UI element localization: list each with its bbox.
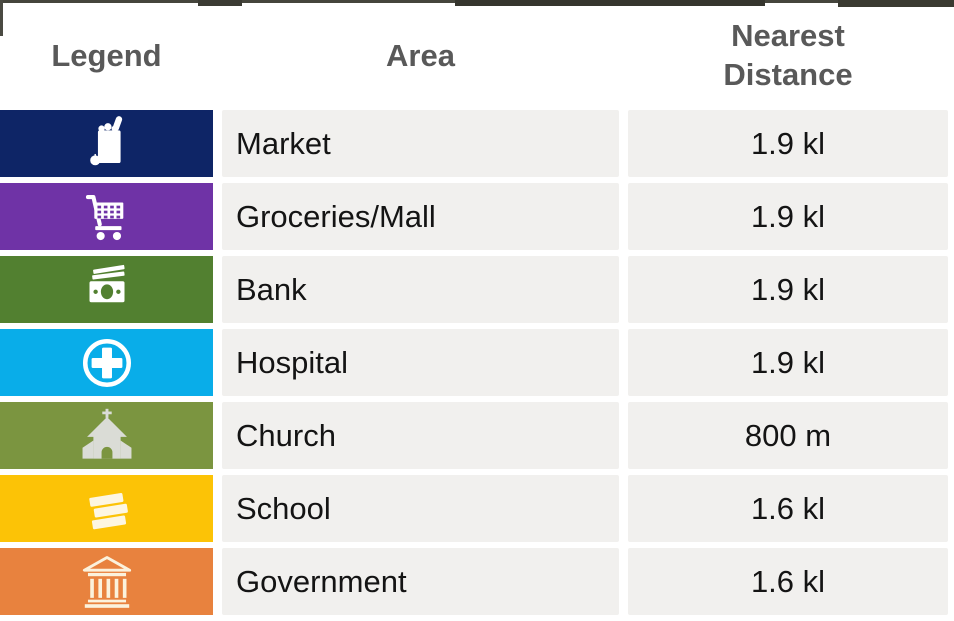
area-cell: School	[222, 475, 619, 542]
distance-label: 1.6 kl	[750, 563, 826, 599]
area-cell: Hospital	[222, 329, 619, 396]
area-cell: Government	[222, 548, 619, 615]
scan-artifact	[198, 0, 242, 6]
government-building-icon	[82, 555, 131, 608]
distance-label: 800 m	[744, 417, 832, 453]
area-cell: Church	[222, 402, 619, 469]
legend-tile-school	[0, 475, 213, 542]
distance-label: 1.9 kl	[750, 344, 826, 380]
distance-cell: 1.9 kl	[628, 183, 948, 250]
legend-tile-bank	[0, 256, 213, 323]
area-cell: Bank	[222, 256, 619, 323]
distance-cell: 1.6 kl	[628, 475, 948, 542]
church-icon	[82, 408, 131, 459]
scan-artifact	[838, 0, 954, 7]
money-banknote-icon	[89, 264, 125, 302]
area-cell: Market	[222, 110, 619, 177]
area-cell: Groceries/Mall	[222, 183, 619, 250]
distance-cell: 1.9 kl	[628, 256, 948, 323]
distance-column-header: Nearest Distance	[628, 17, 948, 95]
distance-label: 1.6 kl	[750, 490, 826, 526]
area-label: Hospital	[236, 344, 348, 380]
distance-label: 1.9 kl	[750, 271, 826, 307]
shopping-cart-icon	[85, 194, 123, 240]
distance-cell: 1.6 kl	[628, 548, 948, 615]
table-body: Market 1.9 kl Groceries/Mall 1.9 kl	[0, 110, 954, 615]
legend-tile-church	[0, 402, 213, 469]
legend-header-label: Legend	[51, 37, 162, 73]
distance-label: 1.9 kl	[750, 125, 826, 161]
grocery-bag-icon	[89, 115, 122, 165]
distance-cell: 800 m	[628, 402, 948, 469]
medical-cross-icon	[82, 338, 131, 387]
table-header: Legend Area Nearest Distance	[0, 4, 954, 108]
area-label: Government	[236, 563, 407, 599]
legend-tile-groceries	[0, 183, 213, 250]
legend-tile-government	[0, 548, 213, 615]
scan-artifact	[0, 0, 3, 36]
distance-cell: 1.9 kl	[628, 110, 948, 177]
distance-label: 1.9 kl	[750, 198, 826, 234]
books-stack-icon	[88, 492, 128, 529]
scan-artifact	[455, 0, 765, 6]
poi-distance-table: Legend Area Nearest Distance Market 1.9 …	[0, 4, 954, 615]
distance-header-label: Nearest Distance	[723, 18, 853, 92]
legend-tile-hospital	[0, 329, 213, 396]
area-label: Groceries/Mall	[236, 198, 436, 234]
area-label: Bank	[236, 271, 307, 307]
area-label: Church	[236, 417, 336, 453]
area-label: School	[236, 490, 331, 526]
legend-column-header: Legend	[0, 37, 213, 76]
distance-cell: 1.9 kl	[628, 329, 948, 396]
legend-tile-market	[0, 110, 213, 177]
area-label: Market	[236, 125, 331, 161]
area-column-header: Area	[222, 37, 619, 76]
area-header-label: Area	[386, 37, 455, 73]
